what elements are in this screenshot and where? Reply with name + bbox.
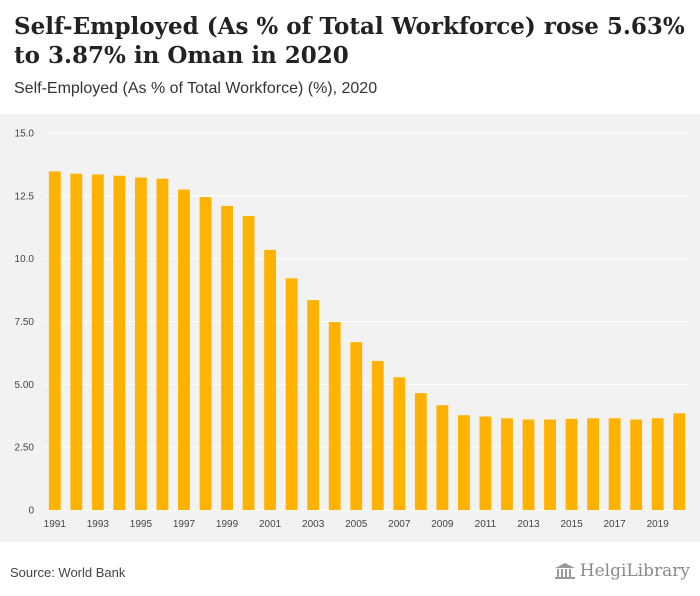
x-tick-label: 2019 bbox=[647, 519, 670, 530]
bar-1998[interactable] bbox=[199, 197, 212, 510]
x-tick-label: 2015 bbox=[560, 519, 583, 530]
bar-2011[interactable] bbox=[479, 416, 492, 510]
bar-2003[interactable] bbox=[307, 300, 320, 510]
bar-1993[interactable] bbox=[91, 174, 104, 510]
x-tick-label: 2011 bbox=[475, 519, 497, 530]
bar-2002[interactable] bbox=[285, 278, 298, 510]
logo-text: HelgiLibrary bbox=[579, 561, 690, 581]
x-tick-label: 2001 bbox=[259, 519, 282, 530]
bar-2004[interactable] bbox=[328, 322, 341, 510]
y-axis-ticks: 0 2.50 5.00 7.50 10.0 12.5 15.0 bbox=[15, 129, 35, 517]
x-tick-label: 1997 bbox=[173, 519, 196, 530]
x-tick-label: 1999 bbox=[216, 519, 239, 530]
x-tick-label: 2003 bbox=[302, 519, 325, 530]
x-tick-label: 2009 bbox=[431, 519, 454, 530]
y-tick-label: 0 bbox=[28, 506, 34, 517]
bar-2020[interactable] bbox=[673, 413, 686, 510]
chart-title: Self-Employed (As % of Total Workforce) … bbox=[14, 13, 685, 69]
bar-2005[interactable] bbox=[350, 342, 363, 510]
x-tick-label: 2007 bbox=[388, 519, 411, 530]
bar-1994[interactable] bbox=[113, 175, 126, 510]
x-tick-label: 1993 bbox=[87, 519, 110, 530]
bars bbox=[48, 171, 686, 511]
bar-1995[interactable] bbox=[134, 177, 147, 510]
x-tick-label: 1995 bbox=[130, 519, 153, 530]
bar-2017[interactable] bbox=[608, 418, 621, 510]
bar-2007[interactable] bbox=[393, 377, 406, 510]
bar-2019[interactable] bbox=[651, 418, 664, 510]
bar-1991[interactable] bbox=[48, 171, 61, 511]
bar-2012[interactable] bbox=[501, 418, 513, 510]
grid-lines bbox=[44, 132, 690, 511]
bar-2018[interactable] bbox=[630, 419, 643, 510]
bar-2015[interactable] bbox=[565, 418, 578, 510]
bar-1997[interactable] bbox=[178, 189, 190, 511]
bar-1999[interactable] bbox=[221, 205, 233, 510]
bar-2014[interactable] bbox=[544, 419, 556, 510]
bar-2008[interactable] bbox=[414, 393, 427, 510]
y-tick-label: 7.50 bbox=[15, 317, 35, 328]
x-tick-label: 2017 bbox=[604, 519, 627, 530]
chart-subtitle: Self-Employed (As % of Total Workforce) … bbox=[14, 80, 378, 97]
library-building-icon bbox=[554, 563, 575, 579]
y-tick-label: 2.50 bbox=[15, 443, 35, 454]
bar-2000[interactable] bbox=[242, 215, 255, 510]
x-tick-label: 2005 bbox=[345, 519, 368, 530]
bar-2010[interactable] bbox=[457, 415, 470, 510]
source-note: Source: World Bank bbox=[10, 565, 126, 580]
x-tick-label: 1991 bbox=[44, 519, 67, 530]
bar-1996[interactable] bbox=[156, 178, 169, 510]
bar-2001[interactable] bbox=[264, 249, 277, 510]
y-tick-label: 10.0 bbox=[15, 254, 35, 265]
y-tick-label: 5.00 bbox=[15, 380, 35, 391]
x-tick-label: 2013 bbox=[517, 519, 540, 530]
bar-2016[interactable] bbox=[587, 418, 600, 510]
helgi-library-logo[interactable]: HelgiLibrary bbox=[554, 561, 690, 581]
y-tick-label: 12.5 bbox=[15, 191, 35, 202]
x-axis-ticks: 1991 1993 1995 1997 1999 2001 2003 2005 2007 2009… bbox=[44, 519, 670, 530]
bar-2009[interactable] bbox=[436, 405, 449, 510]
bar-2006[interactable] bbox=[371, 360, 384, 510]
y-tick-label: 15.0 bbox=[15, 129, 35, 140]
bar-1992[interactable] bbox=[70, 173, 83, 510]
bar-2013[interactable] bbox=[522, 419, 535, 510]
